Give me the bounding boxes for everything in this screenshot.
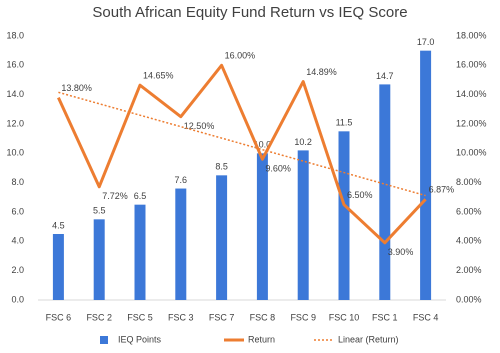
- x-tick-label: FSC 5: [127, 312, 153, 322]
- x-tick-label: FSC 3: [168, 312, 194, 322]
- y-tick-label: 0.0: [11, 294, 24, 304]
- y-tick-label: 16.0: [6, 60, 24, 70]
- y2-tick-label: 8.00%: [456, 177, 482, 187]
- line-value-label: 6.50%: [347, 190, 373, 200]
- bar: [420, 50, 432, 300]
- line-value-label: 13.80%: [61, 83, 92, 93]
- y2-tick-label: 6.00%: [456, 206, 482, 216]
- y-tick-label: 8.0: [11, 177, 24, 187]
- line-value-label: 14.65%: [143, 71, 174, 81]
- bar: [134, 204, 146, 300]
- y2-tick-label: 2.00%: [456, 265, 482, 275]
- x-tick-label: FSC 2: [86, 312, 112, 322]
- bar-value-label: 7.6: [175, 175, 188, 185]
- trend-line: [58, 91, 426, 197]
- bar-value-label: 14.7: [376, 71, 394, 81]
- bar: [256, 153, 268, 300]
- line-value-label: 3.90%: [388, 247, 414, 257]
- line-value-label: 6.87%: [429, 185, 455, 195]
- x-tick-label: FSC 1: [372, 312, 398, 322]
- bar-value-label: 8.5: [215, 162, 228, 172]
- bar: [338, 131, 350, 300]
- x-tick-label: FSC 9: [290, 312, 316, 322]
- legend-label: IEQ Points: [118, 334, 162, 344]
- chart-title: South African Equity Fund Return vs IEQ …: [92, 4, 407, 21]
- line-value-label: 16.00%: [225, 51, 256, 61]
- x-tick-label: FSC 6: [46, 312, 72, 322]
- bar-value-label: 11.5: [336, 118, 353, 128]
- y2-tick-label: 12.00%: [456, 118, 487, 128]
- y-tick-label: 18.0: [6, 30, 24, 40]
- x-tick-label: FSC 4: [413, 312, 439, 322]
- return-line: [57, 63, 427, 245]
- legend-label: Linear (Return): [338, 334, 399, 344]
- bar-value-label: 4.5: [52, 220, 65, 230]
- bar-value-label: 17.0: [417, 37, 435, 47]
- y-tick-label: 12.0: [6, 118, 24, 128]
- y2-tick-label: 18.00%: [456, 30, 487, 40]
- bar: [93, 219, 105, 300]
- line-value-label: 12.50%: [184, 121, 215, 131]
- line-value-label: 14.89%: [306, 67, 337, 77]
- line-value-label: 9.60%: [265, 164, 291, 174]
- y-tick-label: 6.0: [11, 206, 24, 216]
- y-tick-label: 2.0: [11, 265, 24, 275]
- y2-tick-label: 0.00%: [456, 294, 482, 304]
- legend-swatch: [100, 336, 108, 344]
- bar: [297, 150, 309, 300]
- y-tick-label: 14.0: [6, 89, 24, 99]
- y-tick-label: 4.0: [11, 236, 24, 246]
- y2-tick-label: 10.00%: [456, 148, 487, 158]
- bar: [379, 84, 391, 301]
- bar-value-label: 5.5: [93, 206, 106, 216]
- bar: [52, 234, 64, 300]
- y2-tick-label: 16.00%: [456, 60, 487, 70]
- y-tick-label: 10.0: [6, 148, 24, 158]
- bar: [175, 188, 187, 300]
- x-tick-label: FSC 8: [250, 312, 276, 322]
- x-tick-label: FSC 10: [329, 312, 360, 322]
- y2-tick-label: 14.00%: [456, 89, 487, 99]
- y2-tick-label: 4.00%: [456, 236, 482, 246]
- bar-value-label: 10.2: [294, 137, 312, 147]
- bar: [216, 175, 228, 300]
- line-value-label: 7.72%: [102, 191, 128, 201]
- legend-label: Return: [248, 334, 275, 344]
- bar-value-label: 10.0: [254, 140, 272, 150]
- bar-value-label: 6.5: [134, 191, 147, 201]
- x-tick-label: FSC 7: [209, 312, 235, 322]
